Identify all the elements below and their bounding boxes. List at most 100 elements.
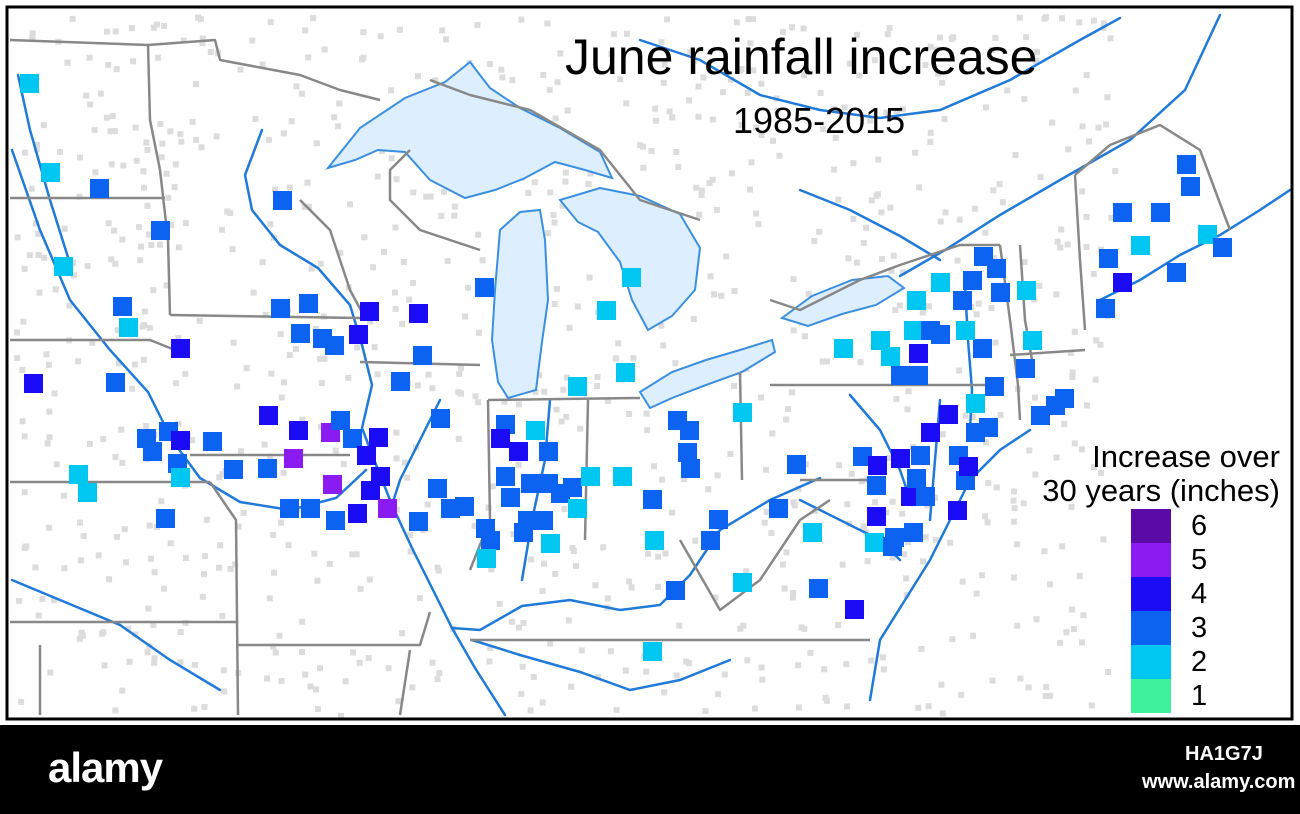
station-dot <box>32 220 39 227</box>
station-dot <box>14 355 21 362</box>
station-marker <box>151 221 170 240</box>
station-marker <box>171 468 190 487</box>
station-dot <box>126 658 133 665</box>
station-dot <box>956 216 963 223</box>
station-dot <box>1102 121 1109 128</box>
border-nh-me <box>1073 174 1087 331</box>
station-dot <box>750 67 757 74</box>
station-dot <box>267 221 274 228</box>
station-dot <box>985 480 992 487</box>
station-dot <box>706 179 713 186</box>
station-dot <box>19 418 26 425</box>
station-dot <box>973 311 980 318</box>
legend-title: Increase over 30 years (inches) <box>1042 440 1280 508</box>
station-dot <box>280 379 287 386</box>
station-dot <box>317 355 324 362</box>
station-dot <box>541 560 548 567</box>
station-dot <box>305 54 312 61</box>
station-dot <box>1011 488 1018 495</box>
station-dot <box>587 170 594 177</box>
station-marker <box>1131 236 1150 255</box>
station-dot <box>278 519 285 526</box>
station-marker <box>681 459 700 478</box>
station-dot <box>696 211 703 218</box>
alamy-logo: alamy <box>48 744 163 791</box>
station-dot <box>161 22 168 29</box>
station-dot <box>286 352 293 359</box>
station-dot <box>321 46 328 53</box>
station-dot <box>340 461 347 468</box>
station-dot <box>249 37 256 44</box>
station-dot <box>783 549 790 556</box>
station-dot <box>218 226 225 233</box>
station-dot <box>112 28 119 35</box>
station-dot <box>1100 536 1107 543</box>
station-dot <box>1090 17 1097 24</box>
legend-label-1: 1 <box>1191 680 1208 712</box>
station-dot <box>563 374 570 381</box>
station-dot <box>132 124 139 131</box>
station-dot <box>570 547 577 554</box>
station-marker <box>258 459 277 478</box>
station-dot <box>795 704 802 711</box>
station-marker <box>985 377 1004 396</box>
station-dot <box>250 289 257 296</box>
station-dot <box>414 73 421 80</box>
station-dot <box>969 414 976 421</box>
station-dot <box>560 386 567 393</box>
station-marker <box>534 511 553 530</box>
station-dot <box>727 76 734 83</box>
station-dot <box>779 561 786 568</box>
station-marker <box>834 339 853 358</box>
station-dot <box>608 50 615 57</box>
station-dot <box>872 499 879 506</box>
station-marker <box>948 501 967 520</box>
station-dot <box>393 455 400 462</box>
station-marker <box>361 481 380 500</box>
station-marker <box>501 488 520 507</box>
station-dot <box>758 664 765 671</box>
station-dot <box>820 126 827 133</box>
station-dot <box>367 318 374 325</box>
station-dot <box>1069 369 1076 376</box>
border-ar-tn <box>398 649 412 716</box>
station-dot <box>440 188 447 195</box>
station-dot <box>77 557 84 564</box>
station-dot <box>201 703 208 710</box>
station-dot <box>568 683 575 690</box>
station-dot <box>1016 14 1023 21</box>
station-dot <box>1037 174 1044 181</box>
legend-row-4: 4 <box>1131 577 1281 611</box>
station-marker <box>391 372 410 391</box>
station-dot <box>119 459 126 466</box>
station-dot <box>306 203 313 210</box>
station-dot <box>98 630 105 637</box>
legend-swatch-4 <box>1131 577 1171 611</box>
border-wv-va <box>678 498 831 612</box>
station-dot <box>399 320 406 327</box>
station-dot <box>458 364 465 371</box>
station-dot <box>709 176 716 183</box>
station-marker <box>909 366 928 385</box>
station-dot <box>878 209 885 216</box>
station-dot <box>277 331 284 338</box>
station-dot <box>21 265 28 272</box>
station-dot <box>317 665 324 672</box>
station-dot <box>487 644 494 651</box>
station-dot <box>436 670 443 677</box>
station-dot <box>747 40 754 47</box>
station-marker <box>643 642 662 661</box>
station-dot <box>565 617 572 624</box>
station-dot <box>903 575 910 582</box>
station-dot <box>429 385 436 392</box>
station-dot <box>361 234 368 241</box>
station-dot <box>1083 72 1090 79</box>
station-dot <box>962 412 969 419</box>
station-marker <box>666 581 685 600</box>
station-dot <box>848 470 855 477</box>
station-dot <box>53 461 60 468</box>
station-dot <box>884 31 891 38</box>
station-dot <box>518 16 525 23</box>
station-marker <box>409 304 428 323</box>
station-dot <box>103 114 110 121</box>
